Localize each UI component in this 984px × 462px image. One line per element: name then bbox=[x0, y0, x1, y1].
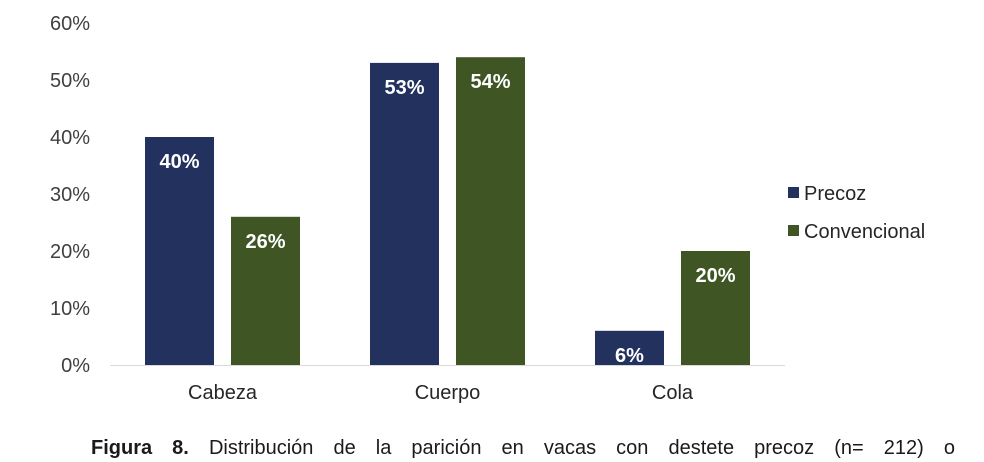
legend: Precoz Convencional bbox=[788, 183, 925, 243]
bar-precoz-cabeza bbox=[145, 137, 214, 365]
bar-data-labels: 40% 26% 53% 54% 6% 20% bbox=[159, 71, 735, 367]
caption-text: Distribución de la parición en vacas con… bbox=[208, 437, 955, 459]
bars bbox=[145, 57, 750, 366]
legend-label-precoz: Precoz bbox=[804, 183, 866, 205]
bar-convencional-cola bbox=[681, 251, 750, 365]
y-tick-label: 30% bbox=[50, 184, 90, 206]
data-label-precoz-cabeza: 40% bbox=[159, 151, 199, 173]
bar-convencional-cuerpo bbox=[456, 57, 525, 365]
data-label-convencional-cola: 20% bbox=[695, 265, 735, 287]
data-label-precoz-cuerpo: 53% bbox=[384, 77, 424, 99]
y-tick-label: 50% bbox=[50, 70, 90, 92]
bar-precoz-cuerpo bbox=[370, 62, 439, 366]
y-tick-label: 20% bbox=[50, 241, 90, 263]
y-tick-label: 60% bbox=[50, 13, 90, 35]
y-tick-label: 40% bbox=[50, 127, 90, 149]
data-label-convencional-cabeza: 26% bbox=[245, 231, 285, 253]
legend-label-convencional: Convencional bbox=[804, 221, 925, 243]
y-tick-label: 10% bbox=[50, 298, 90, 320]
x-category-label: Cola bbox=[652, 382, 694, 404]
x-category-label: Cabeza bbox=[188, 382, 258, 404]
legend-swatch-convencional bbox=[788, 225, 799, 236]
figure-caption: Figura 8. Distribución de la parición en… bbox=[91, 434, 955, 462]
data-label-convencional-cuerpo: 54% bbox=[470, 71, 510, 93]
x-category-label: Cuerpo bbox=[415, 382, 481, 404]
y-tick-label: 0% bbox=[61, 355, 90, 377]
y-axis-ticks: 0% 10% 20% 30% 40% 50% 60% bbox=[50, 13, 90, 377]
x-axis-category-labels: Cabeza Cuerpo Cola bbox=[188, 382, 694, 404]
bar-chart: 0% 10% 20% 30% 40% 50% 60% 40% 26% 53% 54% 6% 20% C… bbox=[50, 13, 925, 404]
data-label-precoz-cola: 6% bbox=[615, 345, 644, 367]
legend-swatch-precoz bbox=[788, 187, 799, 198]
bar-convencional-cabeza bbox=[231, 216, 300, 365]
caption-label: Figura 8. bbox=[91, 437, 189, 459]
bar-precoz-cola bbox=[595, 330, 664, 365]
